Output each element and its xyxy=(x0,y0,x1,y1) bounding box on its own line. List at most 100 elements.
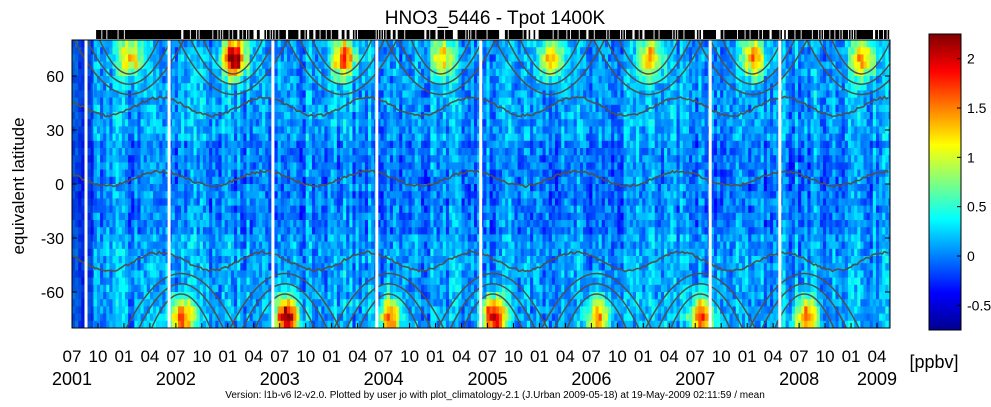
heatmap-cell xyxy=(237,54,241,63)
heatmap-cell xyxy=(458,112,463,120)
heatmap-cell xyxy=(255,184,260,192)
heatmap-cell xyxy=(106,292,110,300)
heatmap-cell xyxy=(131,256,135,264)
heatmap-cell xyxy=(355,112,360,120)
heatmap-cell xyxy=(324,104,329,113)
heatmap-cell xyxy=(184,54,188,63)
heatmap-cell xyxy=(352,162,357,171)
heatmap-cell xyxy=(315,90,319,99)
heatmap-cell xyxy=(427,76,431,84)
heatmap-cell xyxy=(243,97,248,106)
heatmap-cell xyxy=(330,220,335,228)
heatmap-cell xyxy=(414,76,419,84)
heatmap-cell xyxy=(336,47,341,55)
heatmap-cell xyxy=(193,256,198,264)
heatmap-cell xyxy=(146,191,151,199)
heatmap-cell xyxy=(311,306,316,315)
heatmap-cell xyxy=(427,54,431,63)
heatmap-cell xyxy=(452,256,456,264)
heatmap-cell xyxy=(128,140,132,149)
heatmap-cell xyxy=(346,313,350,322)
heatmap-cell xyxy=(202,104,207,113)
heatmap-cell xyxy=(343,263,347,271)
heatmap-cell xyxy=(458,284,463,293)
heatmap-cell xyxy=(109,227,114,235)
heatmap-cell xyxy=(246,234,251,243)
heatmap-cell xyxy=(221,140,226,149)
heatmap-cell xyxy=(199,133,204,142)
heatmap-cell xyxy=(333,133,338,142)
heatmap-cell xyxy=(196,83,201,91)
heatmap-cell xyxy=(209,184,213,192)
heatmap-cell xyxy=(258,284,263,293)
heatmap-cell xyxy=(128,241,132,250)
heatmap-cell xyxy=(408,119,413,127)
heatmap-cell xyxy=(140,68,145,77)
heatmap-cell xyxy=(177,54,182,63)
heatmap-cell xyxy=(455,277,460,286)
heatmap-cell xyxy=(377,162,382,171)
heatmap-cell xyxy=(227,68,232,77)
heatmap-cell xyxy=(442,284,447,293)
heatmap-cell xyxy=(392,205,397,214)
heatmap-cell xyxy=(206,169,210,178)
heatmap-cell xyxy=(96,112,101,120)
heatmap-cell xyxy=(100,184,104,192)
heatmap-cell xyxy=(93,176,98,185)
heatmap-cell xyxy=(318,119,322,127)
heatmap-cell xyxy=(458,47,463,55)
heatmap-cell xyxy=(280,241,285,250)
heatmap-cell xyxy=(177,140,182,149)
heatmap-cell xyxy=(162,284,167,293)
heatmap-cell xyxy=(336,104,341,113)
heatmap-cell xyxy=(137,133,142,142)
heatmap-cell xyxy=(131,169,135,178)
heatmap-cell xyxy=(134,112,139,120)
heatmap-cell xyxy=(249,320,254,328)
heatmap-cell xyxy=(153,47,157,55)
heatmap-cell xyxy=(258,176,263,185)
heatmap-cell xyxy=(339,155,344,163)
heatmap-cell xyxy=(206,241,210,250)
heatmap-cell xyxy=(265,292,269,300)
heatmap-cell xyxy=(358,104,363,113)
heatmap-cell xyxy=(417,40,422,48)
heatmap-cell xyxy=(218,126,223,135)
heatmap-cell xyxy=(364,313,369,322)
heatmap-cell xyxy=(455,40,460,48)
heatmap-cell xyxy=(240,248,244,257)
heatmap-cell xyxy=(417,306,422,315)
heatmap-cell xyxy=(364,90,369,99)
heatmap-cell xyxy=(187,263,192,271)
heatmap-cell xyxy=(193,68,198,77)
heatmap-cell xyxy=(187,184,192,192)
heatmap-cell xyxy=(290,227,294,235)
heatmap-cell xyxy=(405,148,410,156)
heatmap-cell xyxy=(392,277,397,286)
heatmap-cell xyxy=(321,47,326,55)
heatmap-cell xyxy=(436,277,441,286)
heatmap-cell xyxy=(411,162,416,171)
heatmap-cell xyxy=(140,205,145,214)
heatmap-cell xyxy=(368,320,372,328)
heatmap-cell xyxy=(277,54,282,63)
heatmap-cell xyxy=(324,40,329,48)
heatmap-cell xyxy=(383,126,388,135)
heatmap-cell xyxy=(346,198,350,207)
heatmap-cell xyxy=(339,61,344,70)
heatmap-cell xyxy=(308,126,313,135)
heatmap-cell xyxy=(299,191,304,199)
heatmap-cell xyxy=(255,162,260,171)
heatmap-cell xyxy=(283,284,288,293)
heatmap-cell xyxy=(386,263,391,271)
heatmap-cell xyxy=(389,241,394,250)
heatmap-cell xyxy=(187,90,192,99)
heatmap-cell xyxy=(193,248,198,257)
heatmap-cell xyxy=(174,126,179,135)
heatmap-cell xyxy=(299,169,304,178)
heatmap-cell xyxy=(103,155,107,163)
heatmap-cell xyxy=(299,83,304,91)
heatmap-cell xyxy=(336,169,341,178)
heatmap-cell xyxy=(265,148,269,156)
heatmap-cell xyxy=(283,277,288,286)
